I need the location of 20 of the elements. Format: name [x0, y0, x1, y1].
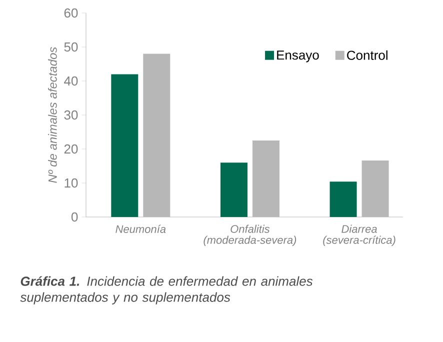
- y-tick-label: 20: [64, 144, 78, 154]
- x-tick-label: Onfalitis (moderada-severa): [204, 224, 296, 246]
- legend-label: Ensayo: [277, 50, 319, 62]
- text: Gráfica 1. Incidencia de enfermedad en animales suplementados y no suplementados: [20, 276, 313, 304]
- x-tick-label: Diarrea (severa-crítica): [323, 224, 396, 246]
- y-tick-label: 60: [64, 8, 78, 18]
- y-tick-label: 40: [64, 76, 78, 86]
- y-tick-label: 50: [64, 42, 78, 52]
- bar: [111, 74, 138, 217]
- y-tick-label: 0: [71, 212, 78, 222]
- y-axis-title: Nº de animales afectados: [48, 47, 57, 183]
- bar: [220, 162, 248, 217]
- bar: [330, 182, 357, 217]
- bar: [143, 54, 170, 217]
- legend-label: Control: [347, 50, 388, 60]
- x-tick-label: Neumonía: [116, 224, 166, 234]
- bar: [252, 140, 280, 217]
- bar: [362, 160, 389, 217]
- y-tick-label: 30: [64, 110, 78, 120]
- y-tick-label: 10: [64, 178, 78, 188]
